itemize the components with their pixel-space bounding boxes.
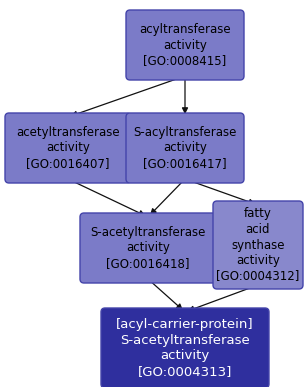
FancyBboxPatch shape xyxy=(213,201,303,289)
Text: fatty
acid
synthase
activity
[GO:0004312]: fatty acid synthase activity [GO:0004312… xyxy=(216,207,300,283)
FancyBboxPatch shape xyxy=(101,308,269,387)
Text: acyltransferase
activity
[GO:0008415]: acyltransferase activity [GO:0008415] xyxy=(139,23,231,67)
FancyBboxPatch shape xyxy=(80,213,216,283)
FancyBboxPatch shape xyxy=(126,113,244,183)
Text: [acyl-carrier-protein]
S-acetyltransferase
activity
[GO:0004313]: [acyl-carrier-protein] S-acetyltransfera… xyxy=(116,318,254,378)
Text: S-acyltransferase
activity
[GO:0016417]: S-acyltransferase activity [GO:0016417] xyxy=(133,126,237,170)
FancyBboxPatch shape xyxy=(5,113,131,183)
Text: acetyltransferase
activity
[GO:0016407]: acetyltransferase activity [GO:0016407] xyxy=(16,126,120,170)
Text: S-acetyltransferase
activity
[GO:0016418]: S-acetyltransferase activity [GO:0016418… xyxy=(90,226,206,270)
FancyBboxPatch shape xyxy=(126,10,244,80)
